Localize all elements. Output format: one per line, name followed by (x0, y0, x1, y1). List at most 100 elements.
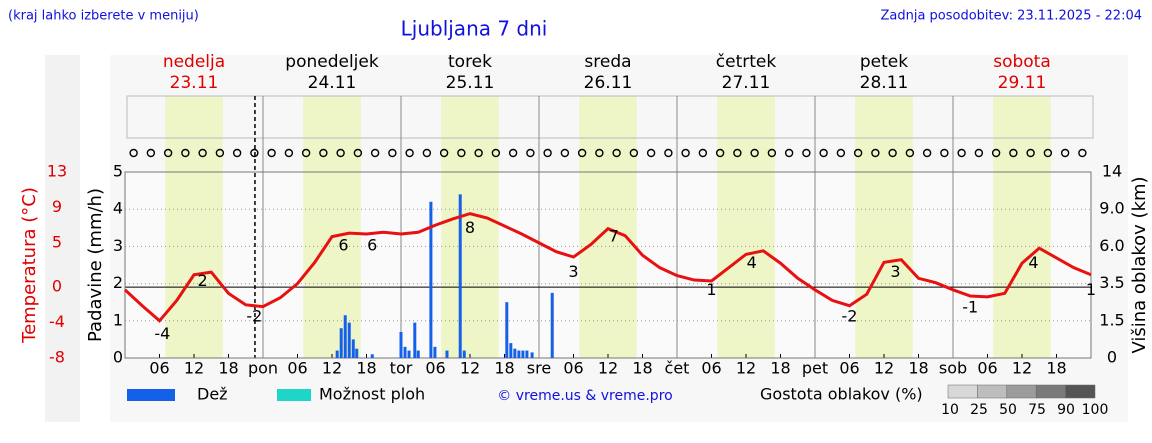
daylight-band (441, 96, 499, 358)
wind-marker (819, 148, 828, 158)
wind-marker (681, 148, 690, 158)
day-date: 29.11 (998, 73, 1047, 93)
wind-marker (181, 148, 190, 158)
density-swatch (1006, 384, 1037, 399)
wind-marker (319, 148, 328, 158)
note: (kraj lahko izberete v meniju) (8, 9, 199, 24)
wind-marker (974, 148, 984, 158)
day-name: torek (448, 52, 492, 72)
wind-marker (198, 148, 207, 158)
density-level: 75 (1028, 402, 1046, 418)
daylight-band (303, 96, 361, 358)
rain-bar (403, 346, 407, 358)
wind-marker (560, 148, 570, 158)
wind-marker (526, 148, 535, 158)
legend-label: Možnost ploh (319, 385, 425, 404)
rain-bar (445, 350, 449, 358)
temp-extreme-label: -1 (962, 298, 978, 317)
day-name: ponedeljek (285, 52, 379, 72)
day-date: 28.11 (860, 73, 909, 93)
temp-extreme-label: 1 (706, 280, 716, 299)
rain-bar (509, 343, 513, 358)
wind-marker (612, 148, 621, 158)
y2-tick-label: 0 (1107, 348, 1117, 367)
temp-tick-label: -8 (49, 348, 65, 367)
rain-bar (550, 292, 554, 358)
wind-marker (629, 148, 639, 158)
wind-marker (267, 148, 276, 158)
y2-tick-label: 3.5 (1099, 273, 1124, 292)
legend-swatch (127, 389, 175, 401)
rain-bar (355, 348, 359, 358)
wind-marker (353, 148, 363, 158)
temp-tick-label: -4 (49, 312, 65, 331)
wind-marker (215, 148, 225, 158)
density-title: Gostota oblakov (%) (760, 385, 923, 404)
density-level: 100 (1082, 402, 1109, 418)
legend-swatch (277, 389, 311, 401)
wind-marker (698, 148, 708, 158)
rain-bar (525, 350, 529, 358)
wind-marker (802, 148, 811, 158)
wind-marker (232, 148, 242, 158)
x-tick-label: 12 (874, 359, 894, 378)
density-swatch (1035, 384, 1066, 399)
rain-bar (339, 328, 343, 358)
x-tick-label: 06 (701, 359, 721, 378)
rain-bar (335, 350, 339, 358)
temp-extreme-label: 6 (367, 236, 377, 255)
plot-frame (124, 171, 1092, 359)
wind-marker (543, 148, 552, 158)
y-tick-label: 2 (113, 273, 123, 292)
temp-extreme-label: 6 (338, 236, 348, 255)
temp-extreme-label: 7 (609, 227, 619, 246)
wind-marker (888, 148, 897, 158)
wind-marker (336, 148, 345, 158)
x-tick-label: čet (665, 359, 690, 378)
x-tick-label: 18 (770, 359, 790, 378)
y-tick-label: 3 (113, 236, 123, 255)
rain-bar (416, 350, 420, 358)
daylight-band (855, 96, 913, 358)
rain-bar (429, 201, 433, 358)
temp-extreme-label: 3 (890, 262, 900, 281)
wind-marker (957, 148, 966, 158)
y2-tick-label: 6.0 (1099, 236, 1124, 255)
x-tick-label: 12 (322, 359, 342, 378)
temp-extreme-label: 4 (747, 253, 757, 272)
y-tick-label: 1 (113, 310, 123, 329)
rain-bar (513, 348, 517, 358)
wind-marker (405, 148, 414, 158)
day-name: četrtek (716, 52, 777, 72)
temp-tick-label: 0 (52, 277, 62, 296)
day-date: 23.11 (170, 73, 219, 93)
day-date: 27.11 (722, 73, 771, 93)
rain-bar (517, 350, 521, 358)
wind-marker (250, 148, 259, 158)
y-tick-label: 4 (113, 199, 123, 218)
x-tick-label: 06 (839, 359, 859, 378)
wind-marker (784, 148, 794, 158)
wind-marker (1043, 148, 1053, 158)
density-level: 90 (1057, 402, 1075, 418)
wind-marker (301, 148, 311, 158)
wind-marker (940, 148, 949, 158)
daylight-band (165, 96, 223, 358)
daylight-band (717, 96, 775, 358)
x-tick-label: sob (939, 359, 967, 378)
y2-tick-label: 1.5 (1099, 310, 1124, 329)
wind-marker (508, 148, 518, 158)
wind-marker (129, 148, 138, 158)
temp-extreme-label: 3 (568, 262, 578, 281)
x-tick-label: 18 (494, 359, 514, 378)
icon-strip-frame (126, 95, 1094, 139)
day-date: 24.11 (308, 73, 357, 93)
wind-marker (767, 148, 777, 158)
wind-marker (457, 148, 466, 158)
x-tick-label: sre (527, 359, 551, 378)
credit: © vreme.us & vreme.pro (497, 388, 672, 404)
density-level: 10 (941, 402, 959, 418)
x-tick-label: 18 (356, 359, 376, 378)
temp-extreme-label: -2 (842, 306, 858, 325)
